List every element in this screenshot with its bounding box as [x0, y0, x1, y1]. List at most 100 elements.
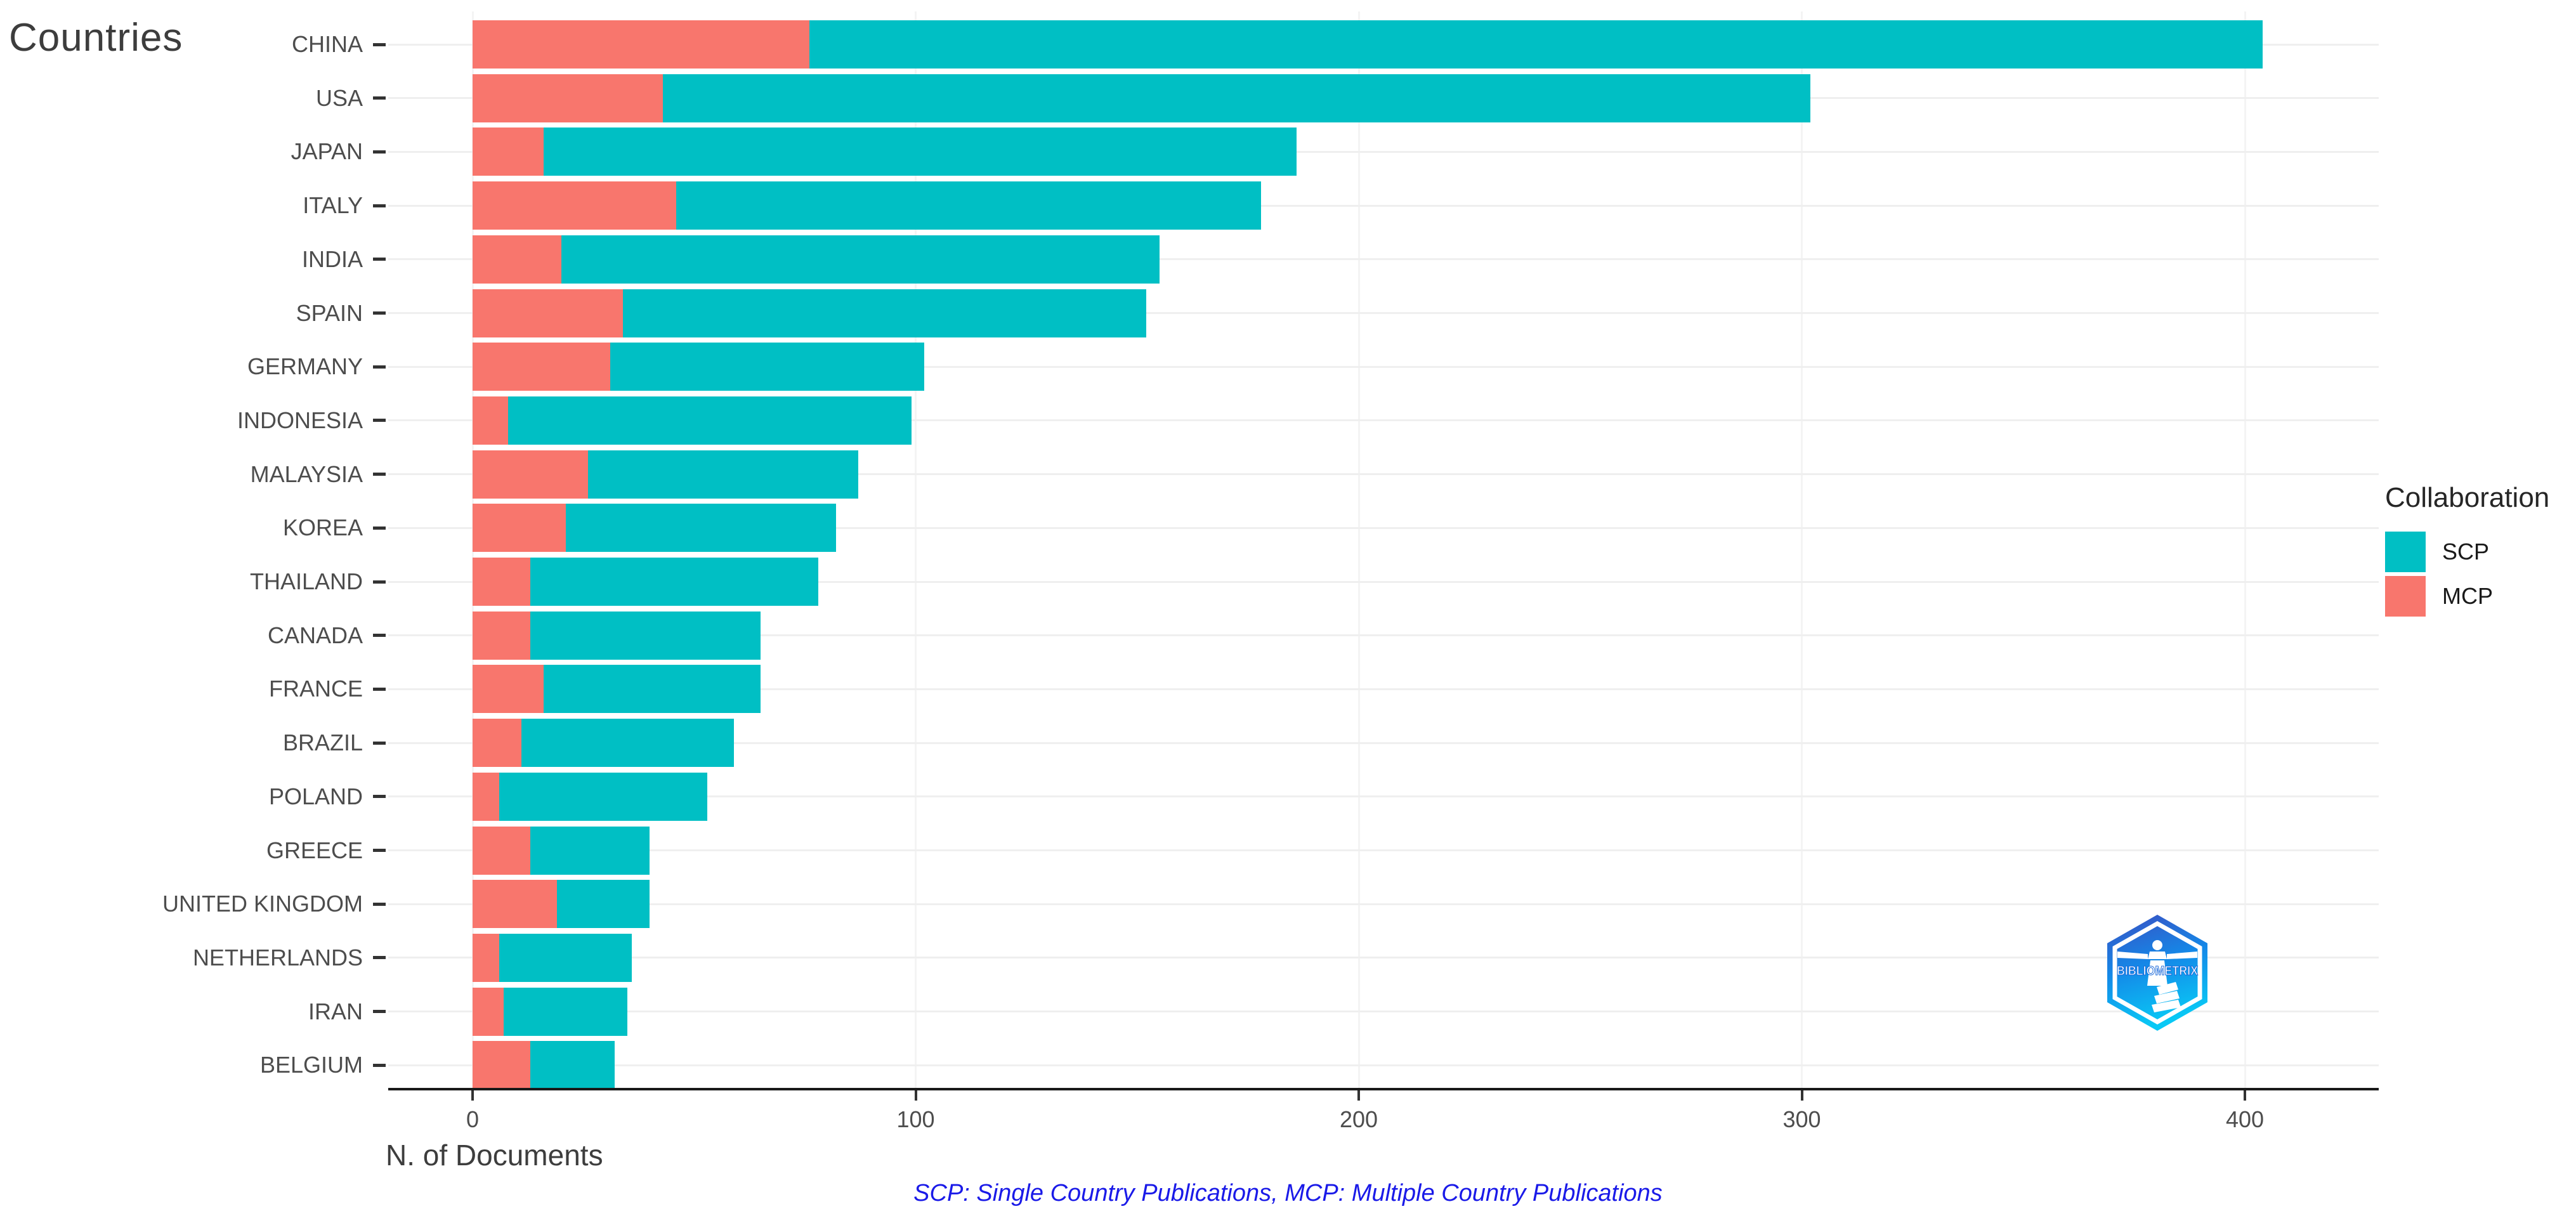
bar-segment-mcp-italy	[473, 181, 677, 230]
category-label-brazil: BRAZIL	[282, 729, 363, 756]
y-tick-mark-italy	[373, 204, 386, 207]
bar-segment-mcp-germany	[473, 343, 610, 391]
bar-segment-mcp-india	[473, 235, 561, 284]
x-tick-mark-100	[914, 1090, 917, 1101]
x-tick-label-200: 200	[1339, 1106, 1378, 1132]
category-label-indonesia: INDONESIA	[237, 407, 363, 433]
y-tick-mark-canada	[373, 634, 386, 638]
chart-title: Countries	[9, 16, 183, 60]
bar-segment-scp-spain	[623, 289, 1146, 337]
bar-germany	[473, 343, 925, 391]
legend-label-scp: SCP	[2442, 539, 2490, 565]
y-tick-mark-greece	[373, 849, 386, 852]
y-tick-mark-korea	[373, 526, 386, 530]
bar-iran	[473, 987, 628, 1036]
x-gridline-400	[2244, 11, 2246, 1088]
bar-segment-scp-poland	[499, 772, 708, 821]
legend-key-mcp	[2385, 576, 2426, 617]
bar-segment-mcp-poland	[473, 772, 499, 821]
category-label-iran: IRAN	[308, 998, 363, 1024]
y-gridline-malaysia	[388, 473, 2379, 476]
category-label-netherlands: NETHERLANDS	[192, 944, 363, 971]
bar-segment-mcp-indonesia	[473, 396, 508, 445]
y-tick-mark-india	[373, 258, 386, 261]
bar-france	[473, 665, 761, 714]
category-label-malaysia: MALAYSIA	[250, 461, 363, 487]
category-label-thailand: THAILAND	[249, 568, 363, 594]
bar-segment-scp-netherlands	[499, 933, 632, 982]
bar-segment-scp-canada	[530, 611, 761, 660]
bar-segment-mcp-united-kingdom	[473, 880, 557, 929]
bar-spain	[473, 289, 1146, 337]
category-label-china: CHINA	[291, 31, 363, 57]
bar-segment-mcp-canada	[473, 611, 530, 660]
category-label-japan: JAPAN	[291, 138, 363, 165]
y-gridline-thailand	[388, 580, 2379, 583]
y-tick-mark-usa	[373, 96, 386, 100]
bar-indonesia	[473, 396, 912, 445]
y-tick-mark-china	[373, 43, 386, 46]
y-gridline-greece	[388, 849, 2379, 851]
y-gridline-italy	[388, 204, 2379, 207]
bar-italy	[473, 181, 1262, 230]
logo-wordmark: BIBLIOMETRIX	[2117, 964, 2199, 978]
bar-segment-mcp-usa	[473, 74, 664, 122]
y-gridline-germany	[388, 365, 2379, 368]
bar-india	[473, 235, 1160, 284]
x-gridline-200	[1357, 11, 1360, 1088]
bar-korea	[473, 504, 836, 553]
bar-usa	[473, 74, 1811, 122]
legend-label-mcp: MCP	[2442, 583, 2493, 609]
bar-segment-scp-france	[543, 665, 761, 714]
y-gridline-korea	[388, 526, 2379, 529]
category-label-korea: KOREA	[282, 514, 363, 541]
bar-poland	[473, 772, 708, 821]
x-tick-label-0: 0	[466, 1106, 480, 1132]
bar-segment-scp-united-kingdom	[556, 880, 650, 929]
category-label-greece: GREECE	[266, 837, 363, 863]
bar-segment-mcp-spain	[473, 289, 624, 337]
x-axis-line	[388, 1088, 2379, 1090]
y-gridline-belgium	[388, 1064, 2379, 1066]
bar-japan	[473, 128, 1297, 176]
legend: Collaboration SCP MCP	[2385, 482, 2549, 620]
bar-segment-mcp-japan	[473, 128, 544, 176]
x-gridline-100	[915, 11, 917, 1088]
category-label-belgium: BELGIUM	[259, 1052, 363, 1078]
category-label-united-kingdom: UNITED KINGDOM	[162, 891, 363, 917]
category-label-poland: POLAND	[268, 783, 363, 809]
bar-segment-mcp-brazil	[473, 719, 521, 768]
x-axis-title: N. of Documents	[386, 1139, 603, 1172]
bar-segment-scp-brazil	[521, 719, 735, 768]
bar-segment-scp-belgium	[530, 1041, 615, 1090]
y-gridline-india	[388, 258, 2379, 261]
y-tick-mark-france	[373, 687, 386, 691]
y-tick-mark-japan	[373, 150, 386, 154]
logo-hexagon: BIBLIOMETRIX	[2107, 915, 2207, 1031]
x-gridline-300	[1801, 11, 1803, 1088]
bar-brazil	[473, 719, 735, 768]
y-gridline-brazil	[388, 742, 2379, 744]
bar-segment-mcp-greece	[473, 826, 530, 875]
y-gridline-netherlands	[388, 957, 2379, 959]
x-tick-mark-200	[1357, 1090, 1360, 1101]
bar-netherlands	[473, 933, 632, 982]
y-gridline-iran	[388, 1010, 2379, 1013]
logo-lighthouse-icon	[2117, 940, 2197, 1012]
bar-segment-scp-iran	[503, 987, 628, 1036]
bar-segment-scp-korea	[565, 504, 836, 553]
y-gridline-spain	[388, 312, 2379, 314]
bar-segment-mcp-malaysia	[473, 450, 588, 499]
bar-segment-mcp-france	[473, 665, 544, 714]
y-tick-mark-indonesia	[373, 419, 386, 422]
bar-united-kingdom	[473, 880, 650, 929]
bar-malaysia	[473, 450, 858, 499]
category-label-italy: ITALY	[303, 192, 363, 219]
legend-item-scp: SCP	[2385, 532, 2549, 572]
category-label-germany: GERMANY	[247, 353, 363, 380]
bar-segment-mcp-iran	[473, 987, 504, 1036]
bar-segment-mcp-korea	[473, 504, 566, 553]
bar-segment-scp-malaysia	[587, 450, 858, 499]
bar-segment-scp-thailand	[530, 558, 818, 606]
